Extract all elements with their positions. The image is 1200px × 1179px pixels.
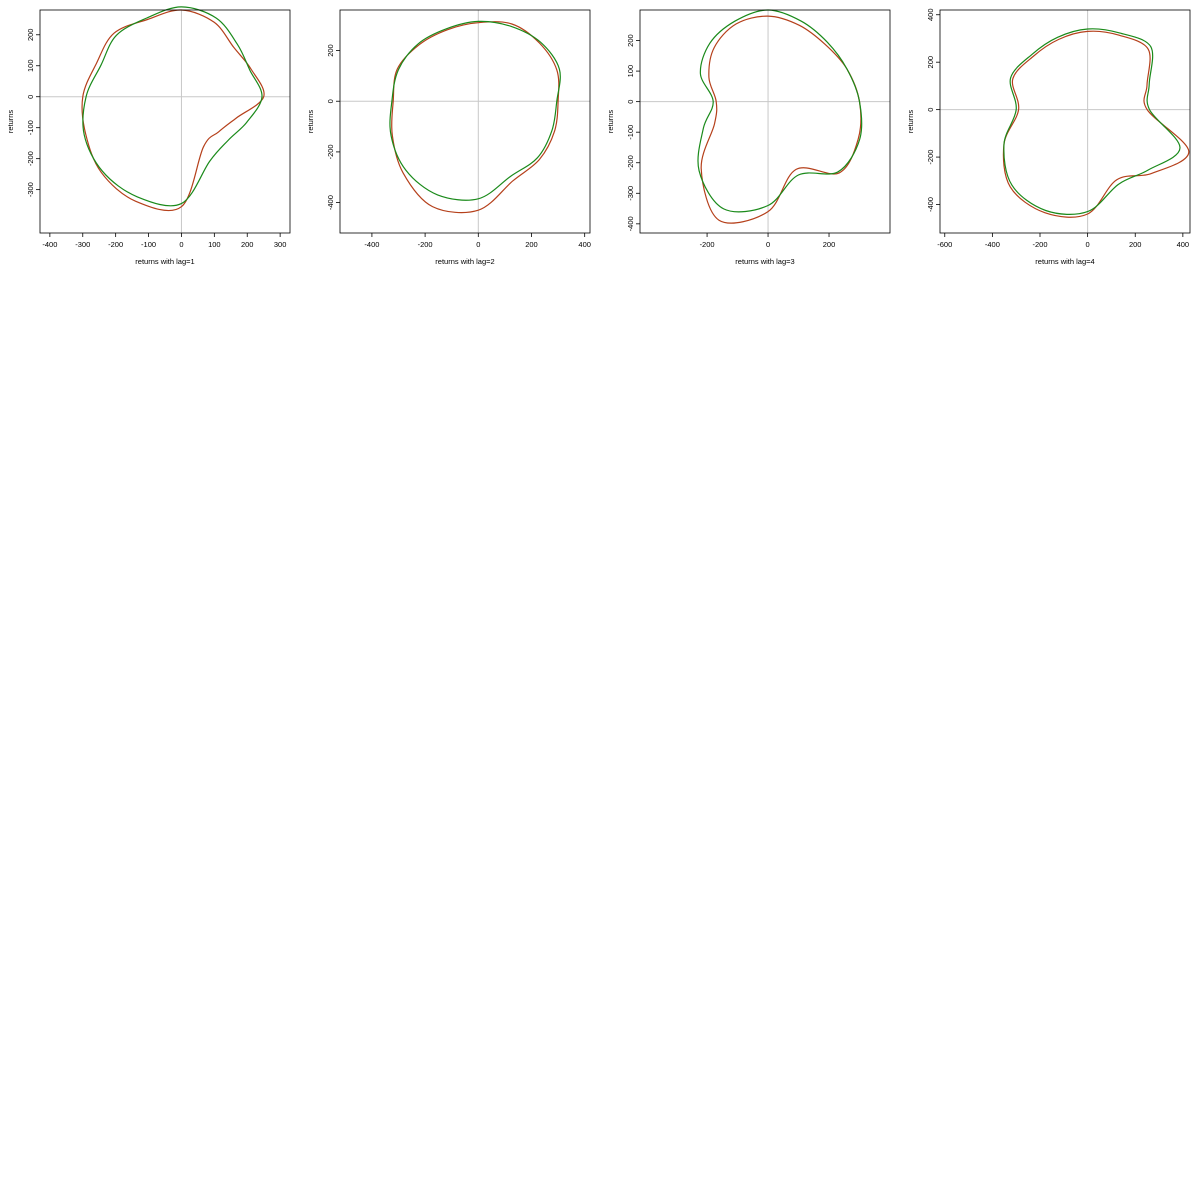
series-a-curve [81, 9, 265, 212]
x-axis-label: returns with lag=1 [135, 257, 194, 266]
y-tick-label: -100 [26, 120, 35, 135]
series-a-curve [700, 15, 862, 224]
y-tick-label: -200 [26, 151, 35, 166]
y-tick-label: -400 [926, 197, 935, 212]
x-tick-label: 400 [578, 240, 591, 249]
x-axis-label: returns with lag=4 [1035, 257, 1094, 266]
x-tick-label: 0 [766, 240, 770, 249]
x-tick-label: -100 [141, 240, 156, 249]
y-tick-label: 200 [626, 34, 635, 47]
plot-frame [339, 9, 591, 234]
series-a-curve [391, 21, 560, 214]
y-tick-label: -400 [626, 216, 635, 231]
series-b-curve [697, 9, 863, 213]
x-axis-label: returns with lag=3 [735, 257, 794, 266]
x-tick-label: -200 [1032, 240, 1047, 249]
x-tick-label: -400 [364, 240, 379, 249]
y-tick-label: 200 [326, 44, 335, 57]
x-axis-label: returns with lag=2 [435, 257, 494, 266]
x-tick-label: 0 [1086, 240, 1090, 249]
lag-plot-panel: -400 -200 0 200 400 -400 -200 0 200 returns with … [306, 9, 591, 266]
plot-frame [39, 9, 291, 234]
y-tick-label: 100 [626, 65, 635, 78]
x-tick-label: -400 [985, 240, 1000, 249]
series-b-curve [1003, 28, 1181, 215]
y-axis-label: returns [6, 110, 15, 134]
y-axis-label: returns [606, 110, 615, 134]
series-b-curve [389, 20, 561, 201]
y-tick-label: 0 [26, 95, 35, 99]
y-axis-label: returns [306, 110, 315, 134]
lag-plot-panel: -600 -400 -200 0 200 400 -400 -200 0 200 400 return… [906, 8, 1191, 266]
x-tick-label: 100 [208, 240, 221, 249]
x-tick-label: -200 [700, 240, 715, 249]
y-tick-label: 200 [926, 56, 935, 69]
x-tick-label: 300 [274, 240, 287, 249]
y-tick-label: 100 [26, 59, 35, 72]
x-tick-label: -400 [42, 240, 57, 249]
lag-plot-panel: -400 -300 -200 -100 0 100 200 300 -300 -200 -100 0 1… [6, 6, 291, 266]
y-tick-label: 0 [926, 108, 935, 112]
plot-frame [639, 9, 891, 234]
y-tick-label: -300 [626, 186, 635, 201]
y-tick-label: -300 [26, 182, 35, 197]
x-tick-label: 200 [241, 240, 254, 249]
y-tick-label: -200 [326, 144, 335, 159]
series-a-curve [1002, 30, 1190, 218]
y-tick-label: -200 [926, 150, 935, 165]
y-tick-label: -200 [626, 155, 635, 170]
x-tick-label: -200 [108, 240, 123, 249]
plot-frame [939, 9, 1191, 234]
y-tick-label: 400 [926, 8, 935, 21]
y-tick-label: -100 [626, 125, 635, 140]
y-tick-label: 0 [326, 99, 335, 103]
lag-plot-panel: -200 0 200 -400 -300 -200 -100 0 100 200 returns w… [606, 9, 891, 266]
x-tick-label: -600 [937, 240, 952, 249]
series-b-curve [82, 6, 263, 207]
x-tick-label: -300 [75, 240, 90, 249]
x-tick-label: 0 [476, 240, 480, 249]
y-tick-label: 0 [626, 100, 635, 104]
y-tick-label: 200 [26, 29, 35, 42]
x-tick-label: 400 [1177, 240, 1190, 249]
x-tick-label: 0 [179, 240, 183, 249]
x-tick-label: 200 [823, 240, 836, 249]
y-axis-label: returns [906, 110, 915, 134]
y-tick-label: -400 [326, 195, 335, 210]
x-tick-label: 200 [1129, 240, 1142, 249]
x-tick-label: -200 [418, 240, 433, 249]
x-tick-label: 200 [525, 240, 538, 249]
